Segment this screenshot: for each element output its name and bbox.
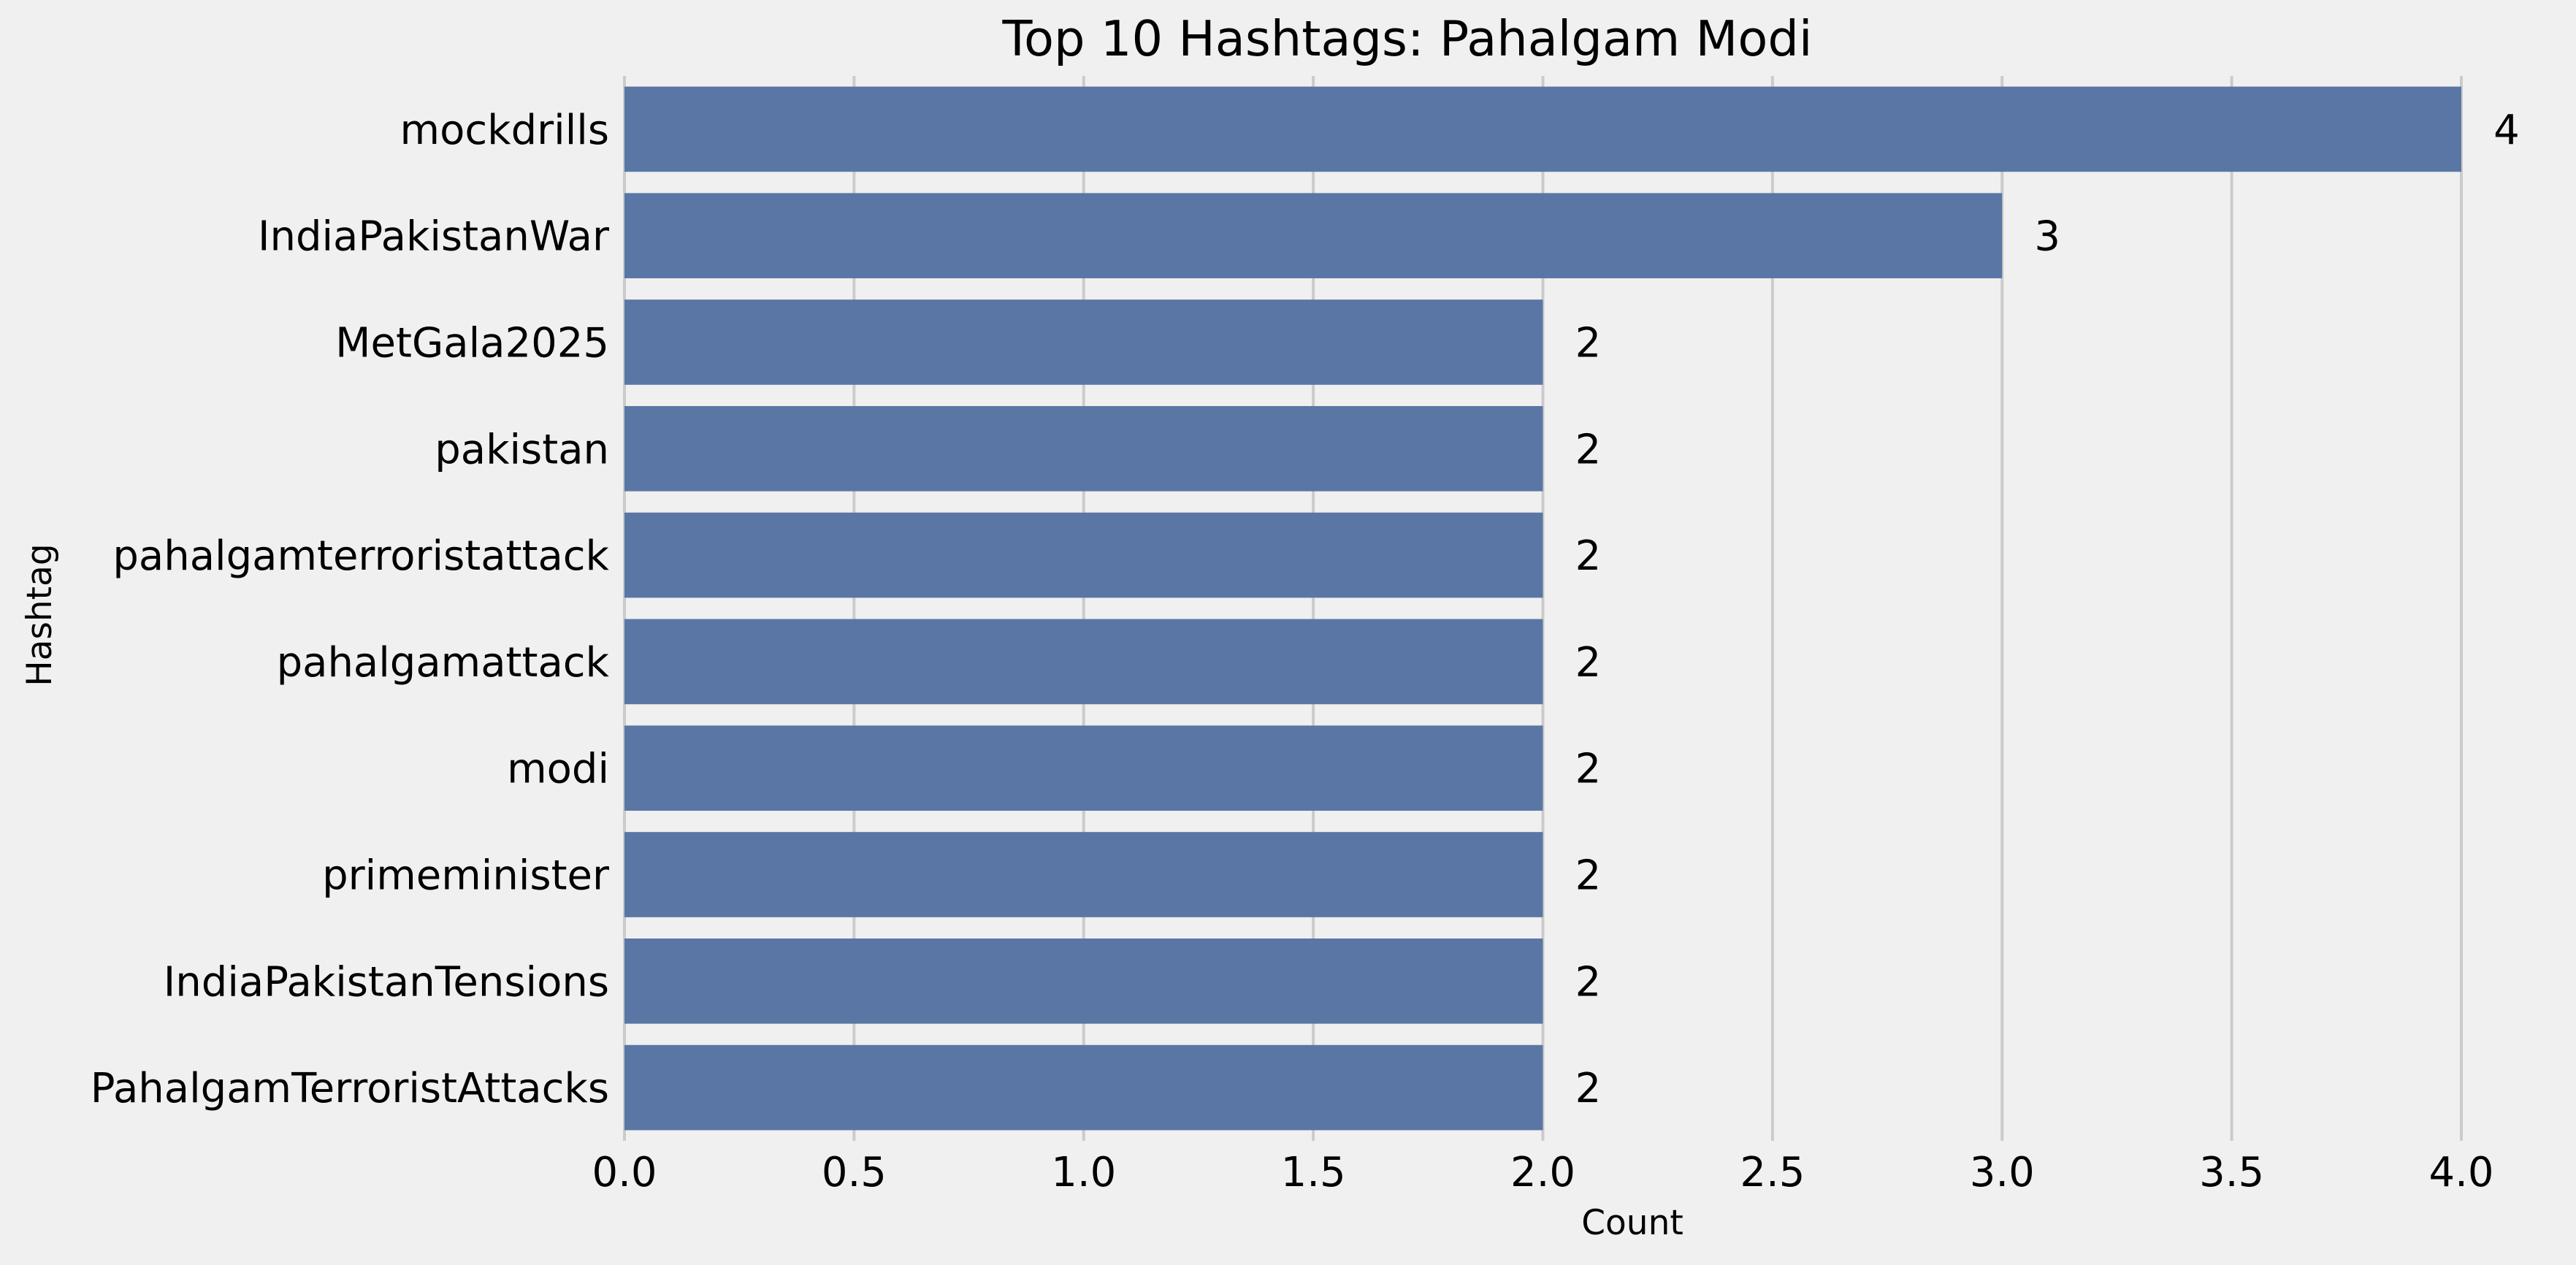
- x-tick-label: 2.0: [1510, 1149, 1575, 1196]
- x-tick-labels: 0.0 0.5 1.0 1.5 2.0 2.5 3.0 3.5 4.0: [592, 1149, 2493, 1196]
- y-tick-label: MetGala2025: [335, 320, 609, 367]
- y-tick-label: pahalgamattack: [277, 639, 610, 687]
- chart-title: Top 10 Hashtags: Pahalgam Modi: [1001, 10, 1812, 67]
- x-tick-label: 0.5: [822, 1149, 887, 1196]
- bar: [624, 512, 1543, 598]
- data-label: 2: [1575, 320, 1602, 367]
- data-label: 2: [1575, 746, 1602, 793]
- bar: [624, 299, 1543, 385]
- data-label: 3: [2034, 213, 2060, 261]
- bar: [624, 938, 1543, 1024]
- y-tick-label: pakistan: [435, 426, 609, 473]
- data-label: 2: [1575, 532, 1602, 580]
- x-tick-label: 4.0: [2428, 1149, 2493, 1196]
- x-tick-label: 1.0: [1051, 1149, 1116, 1196]
- x-axis-label: Count: [1581, 1203, 1683, 1243]
- bars: [624, 86, 2461, 1131]
- bar: [624, 405, 1543, 492]
- data-labels: 4 3 2 2 2 2 2 2 2 2: [1575, 107, 2520, 1112]
- y-tick-label: IndiaPakistanWar: [258, 213, 610, 261]
- bar: [624, 1044, 1543, 1131]
- y-tick-label: modi: [507, 746, 609, 793]
- x-tick-label: 3.0: [1970, 1149, 2035, 1196]
- y-tick-label: PahalgamTerroristAttacks: [91, 1065, 609, 1112]
- y-axis-label: Hashtag: [20, 543, 60, 686]
- data-label: 2: [1575, 639, 1602, 687]
- bar: [624, 725, 1543, 811]
- data-label: 2: [1575, 958, 1602, 1006]
- data-label: 2: [1575, 1065, 1602, 1112]
- y-tick-label: IndiaPakistanTensions: [164, 958, 609, 1006]
- bar: [624, 832, 1543, 917]
- y-tick-label: mockdrills: [400, 107, 609, 154]
- bar: [624, 86, 2461, 172]
- y-tick-label: primeminister: [322, 852, 610, 900]
- y-tick-labels: mockdrills IndiaPakistanWar MetGala2025 pak…: [91, 107, 610, 1112]
- bar: [624, 619, 1543, 705]
- x-tick-label: 0.0: [592, 1149, 657, 1196]
- x-tick-label: 2.5: [1740, 1149, 1805, 1196]
- x-tick-label: 1.5: [1281, 1149, 1346, 1196]
- x-tick-label: 3.5: [2199, 1149, 2264, 1196]
- data-label: 4: [2493, 107, 2520, 154]
- bar: [624, 193, 2003, 279]
- data-label: 2: [1575, 852, 1602, 900]
- data-label: 2: [1575, 426, 1602, 473]
- y-tick-label: pahalgamterroristattack: [112, 532, 609, 580]
